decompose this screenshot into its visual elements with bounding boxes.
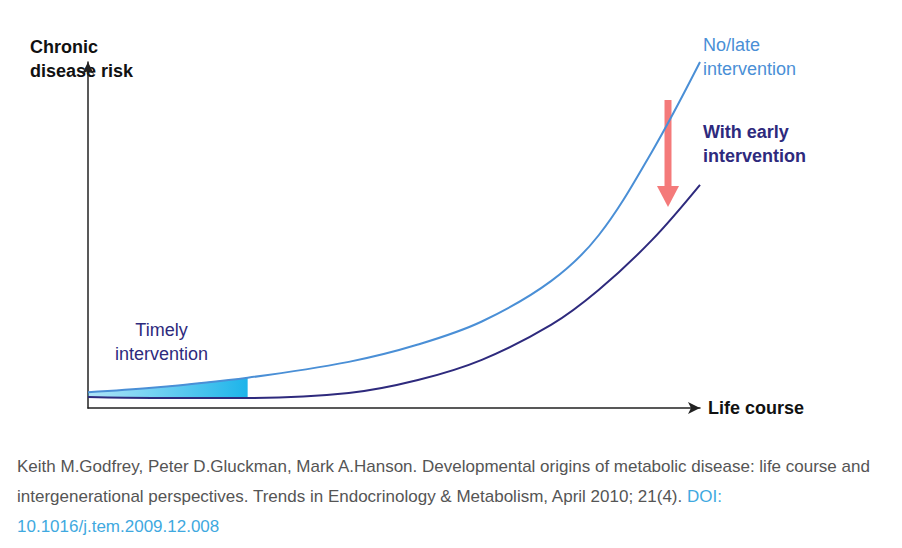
svg-text:Chronic: Chronic — [30, 37, 98, 57]
svg-text:intervention: intervention — [115, 344, 208, 364]
svg-text:Timely: Timely — [135, 320, 187, 340]
svg-text:intervention: intervention — [703, 59, 796, 79]
svg-text:With early: With early — [703, 122, 789, 142]
html-text:Keith M.Godfrey, Peter D.Gluck: Keith M.Godfrey, Peter D.Gluckman, Mark … — [17, 457, 870, 536]
svg-text:disease risk: disease risk — [30, 61, 134, 81]
svg-text:Life course: Life course — [708, 398, 804, 418]
svg-text:No/late: No/late — [703, 35, 760, 55]
svg-text:intervention: intervention — [703, 146, 806, 166]
